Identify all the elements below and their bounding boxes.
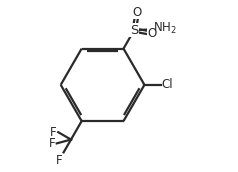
Text: NH$_2$: NH$_2$ [153, 20, 177, 36]
Text: O: O [133, 6, 142, 19]
Text: F: F [49, 137, 55, 150]
Text: F: F [50, 126, 57, 139]
Text: Cl: Cl [162, 78, 173, 91]
Text: F: F [56, 154, 63, 167]
Text: S: S [130, 24, 138, 37]
Text: O: O [147, 27, 157, 40]
